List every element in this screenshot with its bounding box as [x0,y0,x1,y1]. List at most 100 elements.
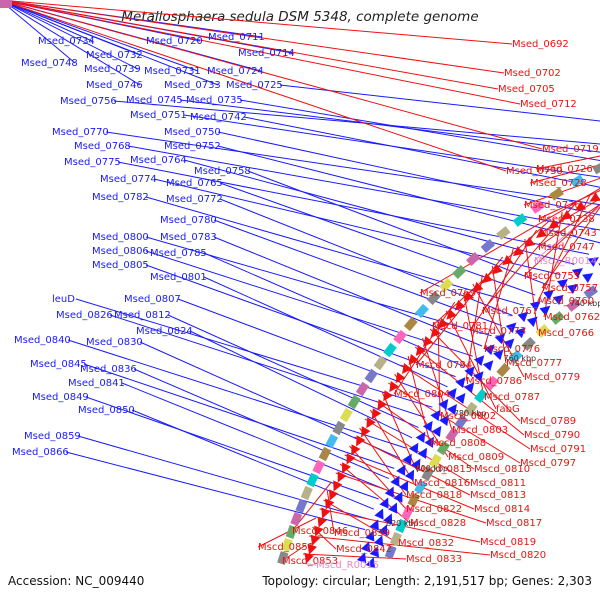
gene-label-right: Mscd_0833 [406,554,462,565]
tick-label: 760 kbp [504,354,537,363]
feature-tile [325,433,339,449]
feature-arrow [321,507,331,519]
feature-arrow [446,308,457,320]
connector-line [0,0,505,74]
connector-line [183,159,575,265]
gene-label-right: Msed_0728 [530,178,587,189]
connector-line [217,131,600,216]
feature-tile [290,511,303,527]
feature-tile [393,329,408,345]
feature-tile [306,472,319,488]
feature-arrow [417,447,428,459]
feature-tile [496,362,511,378]
feature-arrow [505,322,517,334]
connector-line [537,203,600,248]
tick-label: 740 kbp [570,299,600,308]
feature-tile [583,285,599,299]
connector-line [375,400,475,470]
connector-line [203,276,448,388]
connector-line [339,463,411,524]
connector-line [145,196,524,306]
gene-label-right: Msed_0719 [542,144,599,155]
feature-arrow [374,508,384,520]
gene-label-left: Msed_0731 [144,66,201,77]
connector-line [388,382,521,464]
connector-line [183,114,600,178]
gene-label-left: Msed_0745 [126,95,183,106]
connector-line [77,435,370,520]
feature-tracks [0,0,600,569]
feature-arrow [430,326,441,338]
feature-arrow [529,300,541,312]
feature-arrow [383,390,393,402]
feature-arrow [494,333,506,345]
feature-tile [592,161,600,175]
connector-line [0,0,199,72]
connector-line [419,187,600,294]
rna-label: Mscd_R0015 [316,560,379,571]
gene-label-right: Msed_0738 [538,214,595,225]
gene-label-right: Mscd_0810 [474,464,530,475]
feature-tile [466,252,481,266]
gene-label-left: Msed_0806 [92,246,149,257]
connector-line [127,145,600,231]
feature-arrow [411,458,421,470]
gene-label-right: Msed_0736 [524,200,581,211]
connector-line [83,363,395,469]
feature-tile [285,525,298,539]
connector-line [219,198,513,316]
gene-label-left: Msed_0750 [164,127,221,138]
gene-label-left: leuD [52,294,75,305]
connector-line [523,177,600,206]
gene-label-left: Msed_0720 [146,36,203,47]
feature-arrow [473,355,485,367]
feature-arrow [325,498,335,510]
feature-arrow [398,480,409,492]
gene-label-left: Msed_0764 [130,155,187,166]
feature-arrow [395,372,406,384]
gene-label-right: Mscd_0755 [524,271,580,282]
gene-label-right: Mscd_0811 [470,478,526,489]
gene-label-right: Mscd_0789 [520,416,576,427]
feature-tile [364,368,378,384]
feature-tile [383,342,397,358]
feature-arrow [582,273,594,283]
feature-tile [407,492,421,508]
connector-line [326,490,335,534]
feature-arrow [408,353,419,365]
connector-line [145,250,473,357]
feature-tile [512,213,528,227]
gene-label-right: Mscd_0839 [334,528,390,539]
gene-label-right: Mscd_0842 [336,544,392,555]
gene-label-right: Mscd_0760 [538,296,594,307]
connector-line [153,178,561,276]
connector-line [309,535,491,556]
connector-line [0,0,543,150]
gene-label-left: Msed_0775 [64,157,121,168]
gene-label-right: Mscd_0797 [520,458,576,469]
gene-label-right: Mscd_0853 [282,556,338,567]
feature-tile [530,200,545,214]
tick-label: 780 kbp [454,409,487,418]
feature-arrow [543,289,554,301]
feature-tile [415,303,429,319]
feature-tile [535,324,550,338]
connector-line [394,373,449,458]
feature-arrow [571,268,583,278]
feature-tile [484,375,499,391]
feature-arrow [473,371,484,383]
gene-label-left: Msed_0739 [84,64,141,75]
connector-line [422,337,453,431]
gene-label-left: Msed_0772 [166,194,223,205]
feature-arrow [360,541,371,553]
feature-arrow [446,388,457,400]
feature-arrow [422,335,434,347]
connector-line [85,396,379,500]
connector-line [323,499,399,544]
feature-arrow [361,426,371,438]
feature-tile [445,427,459,443]
feature-tile [454,414,468,430]
connector-line [537,193,591,302]
